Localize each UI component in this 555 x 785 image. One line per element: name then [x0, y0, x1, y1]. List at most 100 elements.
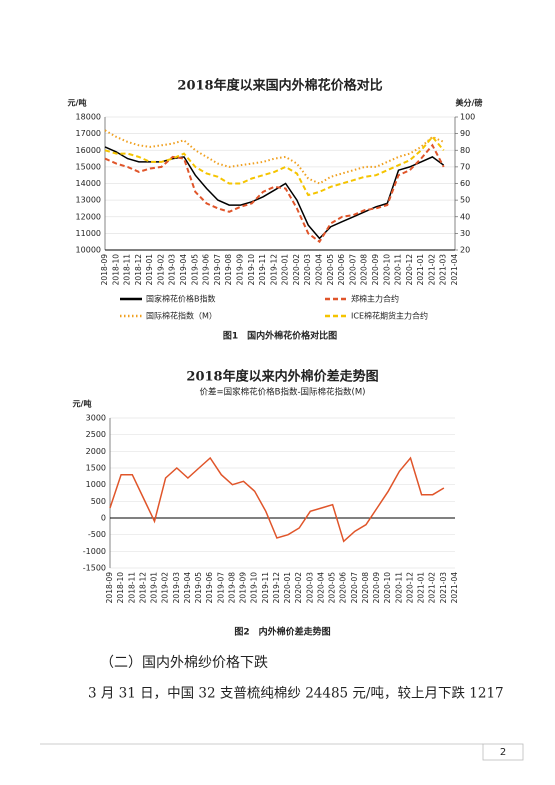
page-number-box [482, 743, 524, 761]
x-tick-label: 2019-06 [205, 572, 214, 604]
x-tick-label: 2020-12 [405, 572, 414, 604]
x-tick-label: 2019-03 [172, 572, 181, 604]
legend-label: 郑棉主力合约 [351, 294, 399, 304]
y-tick-label: 16000 [76, 146, 101, 155]
x-tick-label: 2018-10 [111, 254, 120, 286]
x-tick-label: 2020-03 [303, 254, 312, 286]
x-tick-label: 2019-06 [202, 254, 211, 286]
x-tick-label: 2019-09 [235, 254, 244, 286]
x-tick-label: 2018-11 [123, 254, 132, 286]
y2-axis-label: 美分/磅 [456, 98, 483, 108]
y-tick-label: 1500 [86, 464, 106, 473]
x-tick-label: 2019-02 [161, 572, 170, 604]
series-line [104, 143, 445, 244]
x-tick-label: 2020-08 [360, 254, 369, 286]
x-tick-label: 2020-03 [305, 572, 314, 604]
x-tick-label: 2019-11 [261, 572, 270, 604]
x-tick-label: 2018-11 [127, 572, 136, 604]
x-tick-label: 2018-09 [100, 254, 109, 286]
x-tick-label: 2019-01 [150, 572, 159, 604]
figure-caption: 图1 国内外棉花价格对比图 [223, 330, 337, 342]
series-line [109, 456, 445, 543]
x-tick-label: 2020-08 [361, 572, 370, 604]
x-tick-label: 2020-09 [372, 572, 381, 604]
x-tick-label: 2021-04 [450, 572, 459, 604]
x-tick-label: 2020-06 [337, 254, 346, 286]
y-tick-label: 12000 [76, 212, 101, 221]
y-tick-label: 2500 [86, 430, 106, 439]
y2-tick-label: 70 [460, 162, 470, 171]
y-tick-label: -500 [88, 530, 106, 539]
y-tick-label: 11000 [76, 229, 101, 238]
section-heading: （二）国内外棉纱价格下跌 [100, 654, 268, 671]
y2-tick-label: 80 [460, 146, 470, 155]
x-tick-label: 2020-09 [371, 254, 380, 286]
x-tick-label: 2019-02 [156, 254, 165, 286]
x-tick-label: 2019-03 [168, 254, 177, 286]
y-tick-label: 13000 [76, 196, 101, 205]
y-tick-label: 18000 [76, 113, 101, 122]
x-tick-label: 2020-06 [339, 572, 348, 604]
x-tick-label: 2020-04 [315, 254, 324, 286]
x-tick-label: 2019-08 [227, 572, 236, 604]
legend-label: 国家棉花价格B指数 [146, 294, 216, 304]
x-tick-label: 2020-01 [283, 572, 292, 604]
x-tick-label: 2021-01 [416, 254, 425, 286]
x-tick-label: 2019-12 [272, 572, 281, 604]
x-tick-label: 2019-07 [213, 254, 222, 286]
x-tick-label: 2019-10 [250, 572, 259, 604]
legend-label: ICE棉花期货主力合约 [351, 311, 428, 321]
y2-tick-label: 100 [460, 113, 475, 122]
legend-label: 国际棉花指数（M） [146, 311, 217, 321]
y2-tick-label: 30 [460, 229, 470, 238]
y2-tick-label: 40 [460, 212, 470, 221]
page-number: 2 [500, 747, 506, 758]
x-tick-label: 2019-10 [247, 254, 256, 286]
y2-tick-label: 50 [460, 196, 470, 205]
x-tick-label: 2019-07 [216, 572, 225, 604]
x-tick-label: 2020-10 [383, 572, 392, 604]
y-tick-label: 3000 [86, 414, 106, 423]
x-tick-label: 2018-10 [116, 572, 125, 604]
x-tick-label: 2020-11 [394, 254, 403, 286]
x-tick-label: 2020-11 [394, 572, 403, 604]
figure-caption: 图2 内外棉价差走势图 [234, 626, 330, 638]
x-tick-label: 2019-04 [183, 572, 192, 604]
chart-title: 2018年度以来国内外棉花价格对比 [177, 78, 382, 94]
chart-subtitle: 价差=国家棉花价格B指数-国际棉花指数(M) [200, 387, 366, 398]
y2-tick-label: 20 [460, 246, 470, 255]
x-tick-label: 2019-11 [258, 254, 267, 286]
x-tick-label: 2019-04 [179, 254, 188, 286]
y-tick-label: 2000 [86, 447, 106, 456]
x-tick-label: 2019-08 [224, 254, 233, 286]
x-tick-label: 2019-09 [239, 572, 248, 604]
y-axis-label: 元/吨 [73, 399, 92, 409]
series-line [104, 129, 445, 185]
x-tick-label: 2019-05 [190, 254, 199, 286]
y2-tick-label: 60 [460, 179, 470, 188]
x-tick-label: 2020-07 [348, 254, 357, 286]
x-tick-label: 2018-12 [138, 572, 147, 604]
x-tick-label: 2019-05 [194, 572, 203, 604]
x-tick-label: 2021-02 [428, 572, 437, 604]
x-tick-label: 2020-10 [382, 254, 391, 286]
chart-title: 2018年度以来内外棉价差走势图 [186, 369, 378, 385]
x-tick-label: 2020-04 [316, 572, 325, 604]
y2-tick-label: 90 [460, 129, 470, 138]
x-tick-label: 2020-07 [350, 572, 359, 604]
y-tick-label: 17000 [76, 129, 101, 138]
y-tick-label: 500 [91, 497, 106, 506]
x-tick-label: 2020-02 [292, 254, 301, 286]
y-tick-label: -1500 [83, 564, 106, 573]
x-tick-label: 2018-09 [105, 572, 114, 604]
x-tick-label: 2020-05 [328, 572, 337, 604]
y-tick-label: 10000 [76, 246, 101, 255]
x-tick-label: 2020-02 [294, 572, 303, 604]
x-tick-label: 2021-03 [439, 572, 448, 604]
x-tick-label: 2021-04 [450, 254, 459, 286]
y-tick-label: 1000 [86, 480, 106, 489]
x-tick-label: 2021-02 [427, 254, 436, 286]
y-tick-label: 15000 [76, 162, 101, 171]
x-tick-label: 2021-01 [417, 572, 426, 604]
